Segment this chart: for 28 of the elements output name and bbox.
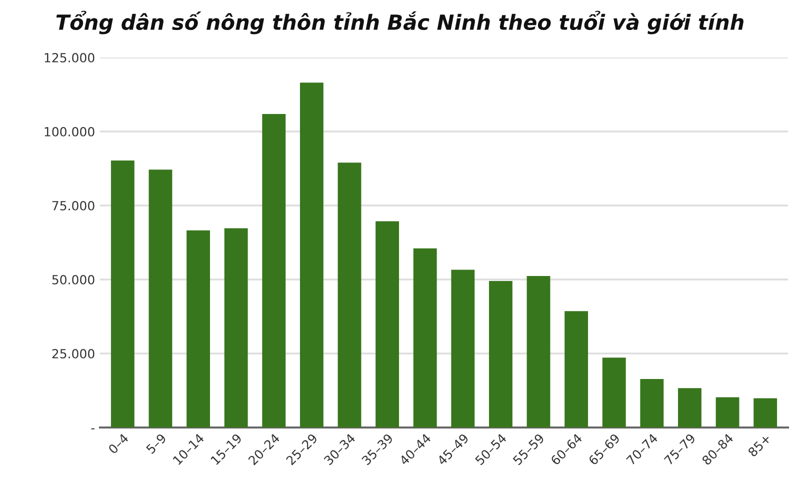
- x-tick-label: 0–4: [108, 433, 130, 454]
- bar: [716, 397, 740, 428]
- bar: [224, 228, 248, 428]
- y-tick-label: 25.000: [52, 348, 94, 358]
- chart-title: Tổng dân số nông thôn tỉnh Bắc Ninh theo tuổi và giới tính: [56, 10, 744, 34]
- y-tick-label: -: [91, 428, 95, 430]
- y-tick-label: 75.000: [52, 200, 94, 210]
- bar: [110, 160, 134, 428]
- y-tick-label: 100.000: [44, 126, 94, 136]
- bar: [186, 230, 210, 428]
- bar: [262, 114, 286, 428]
- bar: [376, 221, 400, 428]
- bar: [338, 162, 362, 428]
- x-tick-label: 5–9: [146, 433, 167, 454]
- y-tick-label: 125.000: [44, 52, 94, 62]
- bar: [754, 398, 778, 428]
- bar: [413, 248, 437, 428]
- bar: [148, 170, 172, 428]
- bar: [488, 280, 512, 428]
- x-tick-label: 85+: [747, 433, 772, 458]
- bar: [602, 358, 626, 428]
- bar: [526, 276, 550, 428]
- bar: [451, 270, 475, 428]
- bar: [300, 82, 324, 428]
- y-tick-label: 50.000: [52, 274, 94, 284]
- bar: [564, 311, 588, 428]
- bar: [640, 378, 664, 428]
- bar: [678, 388, 702, 428]
